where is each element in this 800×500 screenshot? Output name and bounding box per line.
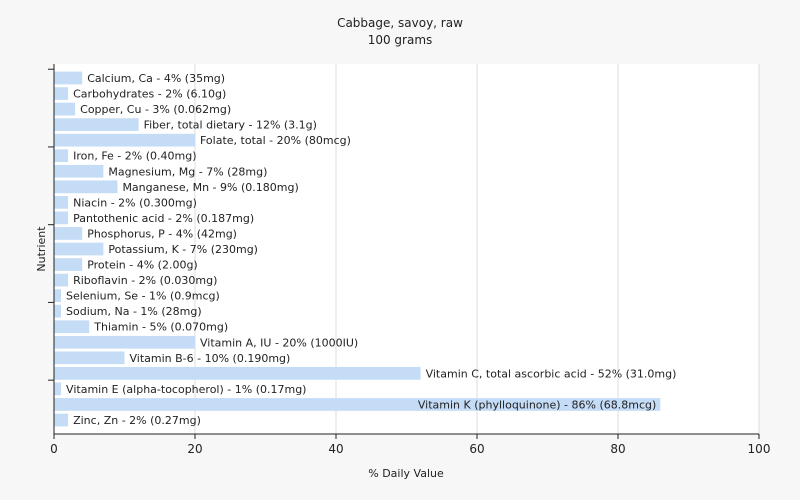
bar-data-label: Carbohydrates - 2% (6.10g) — [73, 88, 226, 101]
x-tick-label: 20 — [187, 442, 202, 456]
chart-subtitle: 100 grams — [368, 33, 433, 47]
bar-data-label: Magnesium, Mg - 7% (28mg) — [108, 165, 267, 178]
x-tick-label: 0 — [50, 442, 58, 456]
bar-data-label: Manganese, Mn - 9% (0.180mg) — [122, 181, 298, 194]
bar — [54, 102, 76, 116]
bar-data-label: Vitamin A, IU - 20% (1000IU) — [200, 336, 358, 349]
bar-data-label: Selenium, Se - 1% (0.9mcg) — [66, 290, 220, 303]
bar-data-label: Thiamin - 5% (0.070mg) — [93, 321, 228, 334]
bar — [54, 320, 90, 334]
x-tick-label: 100 — [748, 442, 771, 456]
bar-data-label: Niacin - 2% (0.300mg) — [73, 196, 197, 209]
bar — [54, 133, 195, 147]
bar-data-label: Iron, Fe - 2% (0.40mg) — [73, 150, 196, 163]
bar — [54, 304, 62, 318]
bar-data-label: Potassium, K - 7% (230mg) — [108, 243, 258, 256]
bar-data-label: Vitamin C, total ascorbic acid - 52% (31… — [426, 367, 677, 380]
bar — [54, 289, 62, 303]
bar-data-label: Protein - 4% (2.00g) — [87, 259, 198, 272]
bar — [54, 351, 125, 365]
bar-data-label: Vitamin E (alpha-tocopherol) - 1% (0.17m… — [66, 383, 306, 396]
chart-title: Cabbage, savoy, raw — [337, 16, 463, 30]
bar-data-label: Pantothenic acid - 2% (0.187mg) — [73, 212, 254, 225]
bar — [54, 227, 83, 240]
x-tick-label: 60 — [469, 442, 484, 456]
bar-data-label: Zinc, Zn - 2% (0.27mg) — [73, 414, 201, 427]
bar-data-label: Fiber, total dietary - 12% (3.1g) — [144, 119, 317, 132]
bar-data-label: Vitamin K (phylloquinone) - 86% (68.8mcg… — [418, 398, 656, 411]
bar-data-label: Phosphorus, P - 4% (42mg) — [87, 227, 237, 240]
bar — [54, 273, 69, 287]
x-tick-label: 80 — [610, 442, 625, 456]
x-tick-labels: 0 20 40 60 80 100 — [50, 442, 770, 456]
bar — [54, 242, 104, 256]
bar — [54, 258, 83, 271]
y-axis-title: Nutrient — [35, 226, 48, 272]
bar — [54, 180, 118, 194]
bar — [54, 149, 69, 163]
bar — [54, 211, 69, 225]
bar-data-label: Copper, Cu - 3% (0.062mg) — [80, 103, 231, 116]
bar — [54, 335, 195, 349]
bar — [54, 87, 69, 100]
bar-data-label: Folate, total - 20% (80mcg) — [200, 134, 351, 147]
x-tick-label: 40 — [328, 442, 343, 456]
bar — [54, 366, 421, 380]
bar — [54, 118, 139, 132]
bar-data-label: Riboflavin - 2% (0.030mg) — [73, 274, 217, 287]
axes — [48, 64, 760, 439]
bar — [54, 164, 104, 178]
bar-data-label: Vitamin B-6 - 10% (0.190mg) — [130, 352, 291, 365]
bar — [54, 71, 83, 85]
x-axis-title: % Daily Value — [368, 467, 444, 480]
bar-data-label: Sodium, Na - 1% (28mg) — [66, 305, 202, 318]
bar — [54, 413, 69, 427]
bar-data-label: Calcium, Ca - 4% (35mg) — [87, 72, 225, 85]
bar — [54, 195, 69, 209]
bars: Calcium, Ca - 4% (35mg) Carbohydrates - 2… — [54, 71, 677, 427]
bar — [54, 382, 62, 396]
bar — [54, 398, 661, 411]
